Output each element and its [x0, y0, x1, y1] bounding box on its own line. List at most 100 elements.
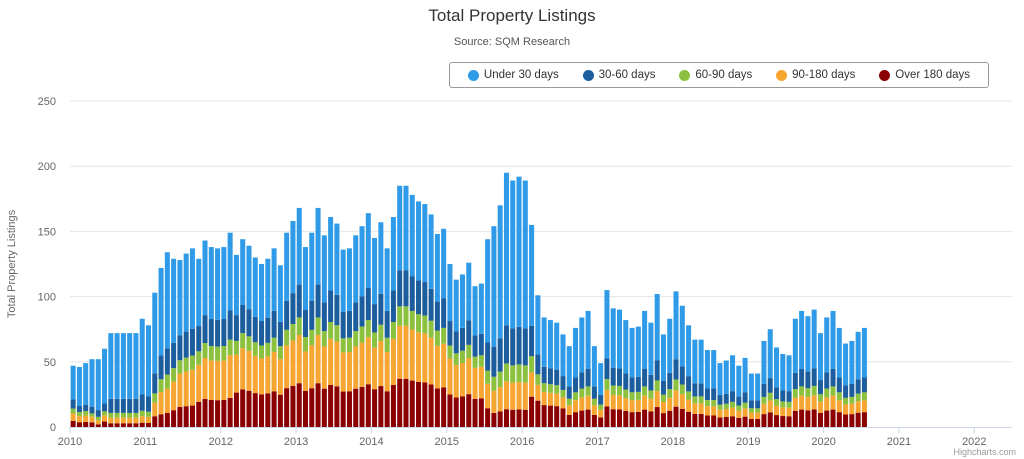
bar-under-30-days-48 — [372, 237, 378, 305]
legend-label-over-180-days: Over 180 days — [895, 69, 971, 81]
bar-under-30-days-65 — [478, 283, 484, 334]
bar-30-60-days-48 — [372, 304, 378, 333]
bar-30-60-days-61 — [453, 331, 459, 354]
bar-30-60-days-113 — [780, 390, 786, 402]
bar-over-180-days-101 — [704, 415, 710, 427]
bar-60-90-days-120 — [824, 388, 830, 398]
bar-60-90-days-96 — [673, 379, 679, 391]
bar-over-180-days-81 — [579, 410, 585, 427]
bar-over-180-days-112 — [773, 415, 780, 427]
bar-30-60-days-106 — [736, 396, 742, 406]
bar-under-30-days-77 — [554, 322, 560, 370]
bar-90-180-days-50 — [384, 351, 390, 392]
bar-under-30-days-5 — [102, 348, 108, 404]
bar-60-90-days-87 — [616, 385, 623, 396]
bar-30-60-days-66 — [485, 342, 491, 371]
bar-90-180-days-101 — [704, 406, 710, 416]
highcharts-credit[interactable]: Highcharts.com — [953, 447, 1016, 457]
legend-item-30-60-days[interactable]: 30-60 days — [582, 69, 655, 81]
bar-under-30-days-61 — [453, 279, 459, 332]
bar-90-180-days-93 — [654, 391, 660, 408]
bar-60-90-days-111 — [767, 392, 773, 401]
bar-60-90-days-21 — [202, 343, 208, 359]
bar-60-90-days-82 — [585, 386, 591, 396]
bar-over-180-days-31 — [265, 393, 271, 427]
bar-over-180-days-38 — [309, 388, 315, 427]
bar-30-60-days-26 — [233, 315, 239, 341]
bar-30-60-days-14 — [158, 355, 164, 380]
bar-under-30-days-81 — [579, 317, 585, 373]
bar-30-60-days-5 — [102, 403, 108, 412]
bar-90-180-days-38 — [309, 345, 315, 389]
bar-90-180-days-51 — [390, 338, 396, 386]
legend-item-60-90-days[interactable]: 60-90 days — [679, 69, 752, 81]
bar-30-60-days-104 — [723, 393, 729, 404]
bar-over-180-days-6 — [108, 423, 114, 427]
bar-under-30-days-29 — [252, 257, 258, 317]
bar-90-180-days-119 — [817, 401, 823, 413]
bar-90-180-days-105 — [730, 407, 736, 417]
bar-60-90-days-25 — [227, 339, 233, 356]
bar-under-30-days-74 — [535, 295, 541, 355]
bar-30-60-days-101 — [704, 388, 710, 401]
bar-under-30-days-34 — [284, 232, 290, 301]
bar-60-90-days-73 — [529, 356, 535, 373]
bar-under-30-days-22 — [208, 247, 214, 320]
bar-60-90-days-124 — [849, 396, 855, 404]
bar-30-60-days-78 — [560, 376, 566, 390]
bar-90-180-days-116 — [799, 395, 805, 410]
bar-over-180-days-51 — [390, 385, 396, 427]
bar-30-60-days-99 — [692, 383, 698, 397]
bar-30-60-days-1 — [76, 406, 82, 413]
bar-under-30-days-56 — [422, 204, 428, 283]
bar-under-30-days-57 — [428, 214, 434, 289]
legend-item-90-180-days[interactable]: 90-180 days — [776, 69, 855, 81]
bar-60-90-days-28 — [246, 336, 252, 351]
bar-90-180-days-99 — [692, 403, 698, 414]
bar-over-180-days-93 — [654, 407, 660, 427]
bar-under-30-days-116 — [799, 310, 805, 369]
bar-30-60-days-16 — [171, 342, 177, 369]
legend-item-under-30-days[interactable]: Under 30 days — [467, 69, 559, 81]
bar-over-180-days-25 — [227, 397, 233, 427]
bar-over-180-days-32 — [271, 391, 277, 427]
bar-30-60-days-29 — [252, 316, 258, 343]
bar-90-180-days-118 — [811, 395, 817, 410]
bar-under-30-days-4 — [95, 359, 101, 411]
legend-label-60-90-days: 60-90 days — [695, 69, 753, 81]
bar-30-60-days-23 — [215, 319, 221, 347]
bar-90-180-days-18 — [183, 371, 189, 407]
bar-90-180-days-111 — [767, 400, 773, 413]
bar-over-180-days-83 — [591, 414, 597, 427]
bar-over-180-days-87 — [616, 409, 623, 427]
bar-60-90-days-24 — [221, 346, 227, 361]
chart-title: Total Property Listings — [428, 6, 596, 25]
bar-over-180-days-68 — [497, 411, 503, 427]
bar-over-180-days-92 — [648, 411, 654, 427]
bar-90-180-days-98 — [686, 399, 692, 412]
bar-over-180-days-37 — [302, 391, 309, 427]
bar-over-180-days-7 — [114, 423, 120, 427]
x-tick-label-2014: 2014 — [359, 436, 383, 448]
bar-60-90-days-1 — [76, 412, 82, 417]
legend-item-over-180-days[interactable]: Over 180 days — [879, 69, 970, 81]
bar-60-90-days-119 — [817, 394, 823, 402]
bar-60-90-days-27 — [240, 333, 246, 349]
bar-90-180-days-74 — [535, 384, 541, 401]
legend-marker-90-180-days — [776, 69, 788, 81]
bar-under-30-days-9 — [127, 333, 133, 399]
chart-subtitle: Source: SQM Research — [453, 36, 571, 48]
bar-90-180-days-91 — [642, 395, 648, 410]
bar-over-180-days-65 — [478, 398, 484, 427]
bar-under-30-days-87 — [616, 309, 623, 369]
bar-60-90-days-20 — [196, 351, 202, 365]
bar-30-60-days-39 — [315, 284, 321, 318]
bar-over-180-days-53 — [403, 378, 409, 427]
bar-over-180-days-49 — [378, 386, 384, 427]
bar-90-180-days-81 — [579, 397, 585, 411]
legend-marker-60-90-days — [679, 69, 691, 81]
bar-60-90-days-91 — [642, 386, 648, 396]
bar-over-180-days-43 — [340, 391, 346, 427]
bar-under-30-days-12 — [145, 325, 152, 397]
bar-30-60-days-51 — [390, 290, 396, 323]
